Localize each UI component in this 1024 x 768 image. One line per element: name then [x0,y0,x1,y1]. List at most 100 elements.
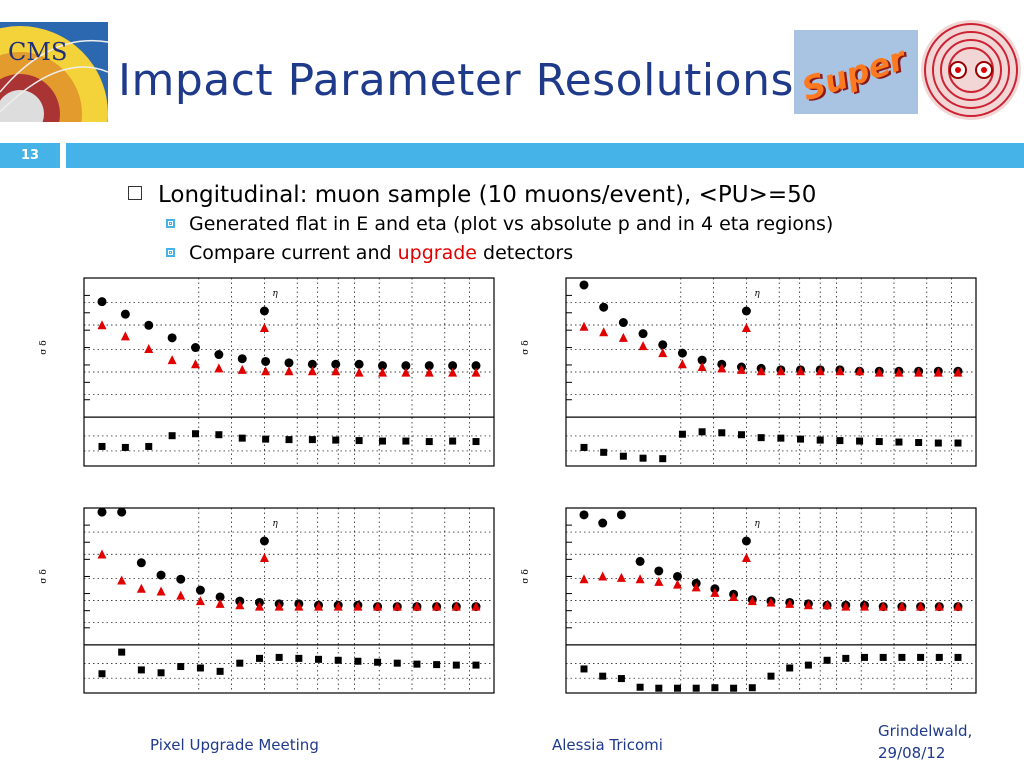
legend-circle-marker [741,536,751,546]
ratio-point-square [285,436,293,444]
ratio-point-square [98,442,106,450]
data-point-triangle [451,601,461,611]
data-point-triangle [214,363,224,373]
data-point-triangle [953,601,963,611]
ratio-point-square [425,438,433,446]
data-point-triangle [254,601,264,611]
ratio-point-square [275,653,283,661]
data-point-triangle [354,367,364,377]
data-point-triangle [766,597,776,607]
data-point-triangle [274,601,284,611]
ratio-point-square [334,656,342,664]
ratio-point-square [823,656,831,664]
y-axis-label: σ δ [39,340,49,354]
ratio-point-square [655,684,663,692]
ratio-point-square [804,661,812,669]
ratio-point-square [636,683,644,691]
ratio-point-square [737,431,745,439]
ratio-point-square [145,442,153,450]
ratio-point-square [898,653,906,661]
data-point-triangle [373,601,383,611]
data-point-triangle [401,367,411,377]
legend-circle-marker [741,306,751,316]
ratio-point-square [393,659,401,667]
data-point-triangle [314,601,324,611]
ratio-point-square [879,653,887,661]
square-bullet-icon [166,248,175,257]
square-bullet-icon [128,186,142,200]
data-point-triangle [412,601,422,611]
data-point-triangle [697,362,707,372]
data-point-triangle [331,366,341,376]
ratio-point-square [472,438,480,446]
y-axis-label: σ δ [39,569,49,583]
data-point-circle [579,280,589,290]
data-point-circle [97,507,107,517]
ratio-point-square [915,439,923,447]
data-point-circle [471,361,481,371]
ratio-point-square [954,653,962,661]
data-point-circle [401,361,411,371]
data-point-triangle [933,367,943,377]
slhc-logo [921,20,1021,120]
data-point-triangle [307,366,317,376]
data-point-triangle [635,574,645,584]
super-logo: Super Super [794,30,918,114]
ratio-point-square [238,434,246,442]
data-point-circle [120,309,130,319]
plot-bottom-left: σ δ η [39,507,495,694]
data-point-triangle [756,366,766,376]
data-point-triangle [785,598,795,608]
data-point-circle [191,343,200,353]
data-point-triangle [860,601,869,611]
data-point-triangle [579,574,589,584]
bullet-main-text: Longitudinal: muon sample (10 muons/even… [158,182,817,208]
bullet-sub-2-highlight: upgrade [397,242,477,264]
ratio-point-square [895,438,903,446]
ratio-point-square [315,655,323,663]
data-point-triangle [235,600,245,610]
data-point-triangle [261,366,271,376]
data-point-circle [176,574,186,584]
data-point-circle [654,566,664,576]
ratio-point-square [118,648,126,656]
data-point-triangle [747,596,757,606]
data-point-triangle [599,327,609,337]
data-point-triangle [333,601,343,611]
data-point-triangle [835,366,845,376]
data-point-triangle [353,601,363,611]
data-point-triangle [237,364,247,374]
data-point-triangle [897,601,907,611]
footer-meeting: Pixel Upgrade Meeting [150,736,319,754]
footer-place: Grindelwald, [878,722,973,740]
ratio-point-square [308,436,316,444]
svg-text:CMS: CMS [8,38,67,66]
bullet-main: Longitudinal: muon sample (10 muons/even… [128,180,1008,210]
ratio-point-square [718,429,726,437]
cms-logo: CMS [0,22,108,122]
data-point-triangle [579,321,589,331]
ratio-point-square [639,454,647,462]
data-point-triangle [144,343,154,353]
ratio-point-square [379,437,386,445]
ratio-point-square [711,684,719,692]
data-point-triangle [638,341,648,351]
data-point-circle [215,592,225,602]
ratio-point-square [786,664,794,672]
data-point-triangle [803,600,813,610]
plot-top-right: σ δ η [521,277,977,467]
legend-title: η [272,519,278,529]
bullet-list: Longitudinal: muon sample (10 muons/even… [128,180,1008,268]
footer-date: 29/08/12 [878,744,946,762]
data-point-triangle [471,367,481,377]
data-point-triangle [729,591,739,601]
ratio-point-square [355,437,363,445]
data-point-circle [677,348,687,358]
plot-bottom-right: σ δ η [521,507,977,694]
ratio-point-square [332,436,340,444]
data-point-triangle [284,366,294,376]
ratio-point-square [413,660,421,668]
ratio-point-square [797,435,805,443]
bullet-sub-2-prefix: Compare current and [189,242,398,264]
bullet-sub-2-suffix: detectors [476,242,574,264]
